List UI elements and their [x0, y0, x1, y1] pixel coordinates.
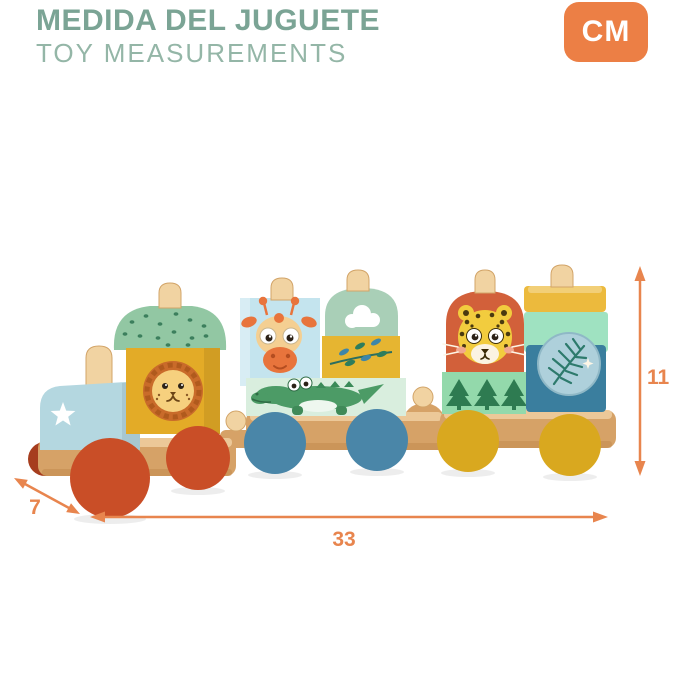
palm-disc: [537, 332, 601, 396]
cloud-cutout: [345, 305, 380, 328]
leaf-block: [322, 336, 400, 378]
stacking-peg: [550, 264, 574, 288]
stacking-peg: [270, 277, 294, 301]
canopy-block: [113, 282, 227, 350]
giraffe-block: [240, 277, 320, 386]
wheel-blue-rear: [346, 409, 408, 471]
hitch-ball-2: [412, 386, 434, 408]
wheel-yellow-front: [437, 410, 499, 472]
leaf-branch: [329, 338, 393, 367]
length-dimension-label: 33: [332, 528, 355, 551]
chimney-peg: [85, 345, 113, 391]
star-decal: [50, 402, 76, 426]
cloud-arch-block: [325, 269, 398, 336]
title-spanish: MEDIDA DEL JUGUETE: [36, 4, 381, 37]
depth-arrow: [14, 478, 80, 514]
wagon-rear: [442, 264, 608, 414]
train: [28, 264, 616, 518]
wheels: [70, 409, 601, 518]
crocodile-art: [251, 376, 384, 415]
roof-block: [524, 264, 606, 312]
length-arrow: [90, 511, 608, 523]
unit-badge: CM: [564, 2, 648, 62]
hitch-ball-1: [225, 410, 247, 432]
lion-face: [143, 361, 203, 421]
wheel-red-rear: [166, 426, 230, 490]
height-arrow: [634, 266, 646, 476]
locomotive: [40, 282, 227, 450]
sparkle: [582, 358, 594, 369]
stacking-peg: [474, 269, 496, 294]
height-dimension-label: 11: [647, 366, 670, 389]
wheel-yellow-rear: [539, 414, 601, 476]
trees-block: [442, 372, 527, 414]
leopard-face: [442, 305, 528, 364]
lion-block: [126, 348, 220, 434]
wheel-blue-front: [244, 412, 306, 474]
stacking-peg: [158, 282, 182, 309]
palm-leaf: [547, 337, 588, 386]
wheel-red-front: [70, 438, 150, 518]
shadows: [74, 468, 597, 524]
pine-trees: [446, 379, 527, 410]
engine-nose: [40, 381, 140, 450]
giraffe-face: [241, 296, 317, 373]
wagon-middle: [240, 269, 406, 416]
title-english: TOY MEASUREMENTS: [36, 38, 348, 68]
depth-dimension-label: 7: [29, 496, 41, 519]
unit-badge-label: CM: [581, 15, 631, 48]
leopard-block: [442, 269, 528, 372]
stacking-peg: [346, 269, 370, 292]
